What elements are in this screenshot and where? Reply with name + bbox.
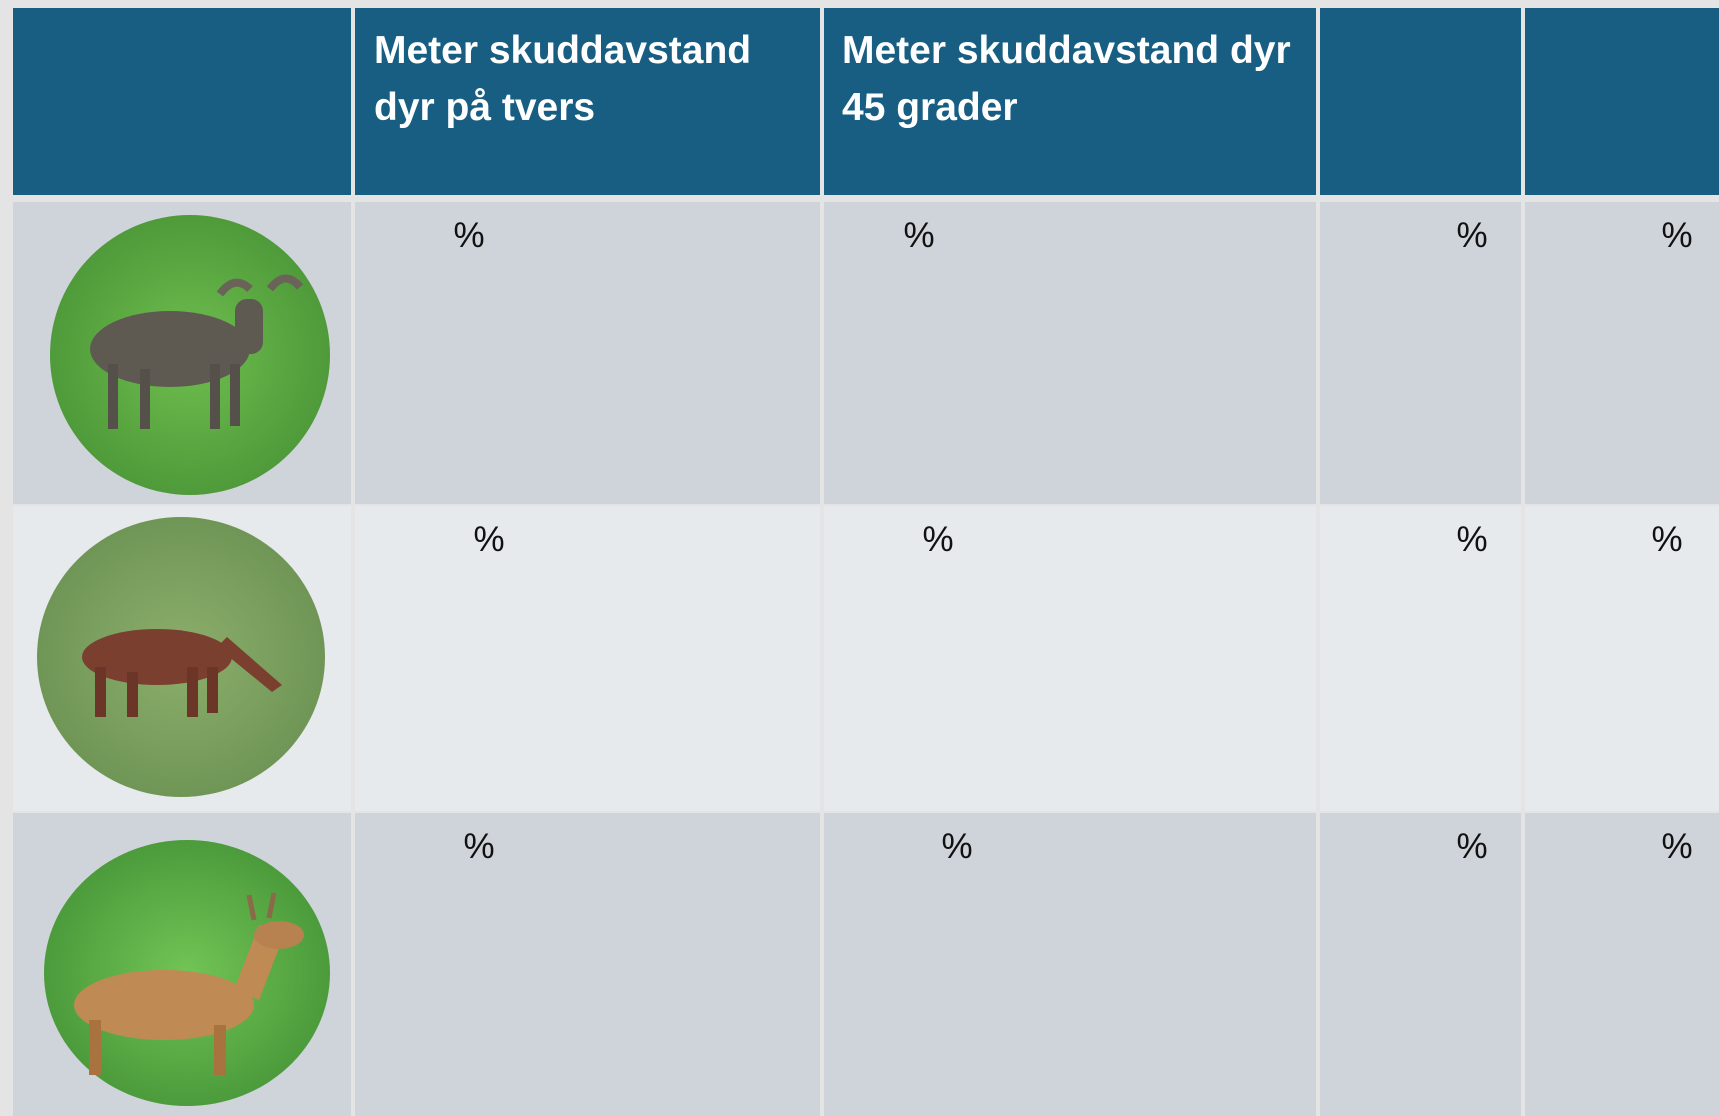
percent-cell-text: %	[941, 827, 972, 867]
row-cell	[1525, 506, 1719, 811]
percent-cell-text: %	[1456, 827, 1487, 867]
header-cell: Meter skuddavstand dyr på tvers	[355, 8, 820, 195]
header-cell	[1320, 8, 1521, 195]
moose-photo	[50, 214, 330, 496]
percent-cell-text: %	[1456, 520, 1487, 560]
percent-cell-text: %	[1661, 827, 1692, 867]
row-cell	[355, 506, 820, 811]
header-text: Meter skuddavstand dyr 45 grader	[842, 22, 1312, 136]
row-cell	[1320, 202, 1521, 504]
percent-cell-text: %	[903, 216, 934, 256]
percent-cell-text: %	[1661, 216, 1692, 256]
row-cell	[1320, 506, 1521, 811]
row-cell	[824, 202, 1316, 504]
percent-cell-text: %	[922, 520, 953, 560]
header-cell: Meter skuddavstand dyr 45 grader	[824, 8, 1316, 195]
table-page: Meter skuddavstand dyr på tvers Meter sk…	[0, 0, 1719, 1116]
row-cell	[824, 506, 1316, 811]
header-text: Meter skuddavstand dyr på tvers	[374, 22, 804, 136]
deer-photo	[37, 517, 325, 797]
percent-cell-text: %	[1651, 520, 1682, 560]
header-cell	[1525, 8, 1719, 195]
row-cell	[824, 813, 1316, 1116]
percent-cell-text: %	[1456, 216, 1487, 256]
percent-cell-text: %	[453, 216, 484, 256]
row-cell	[1320, 813, 1521, 1116]
row-cell	[355, 813, 820, 1116]
roe-deer-photo	[44, 840, 330, 1106]
header-cell	[13, 8, 351, 195]
percent-cell-text: %	[463, 827, 494, 867]
percent-cell-text: %	[473, 520, 504, 560]
row-cell	[355, 202, 820, 504]
